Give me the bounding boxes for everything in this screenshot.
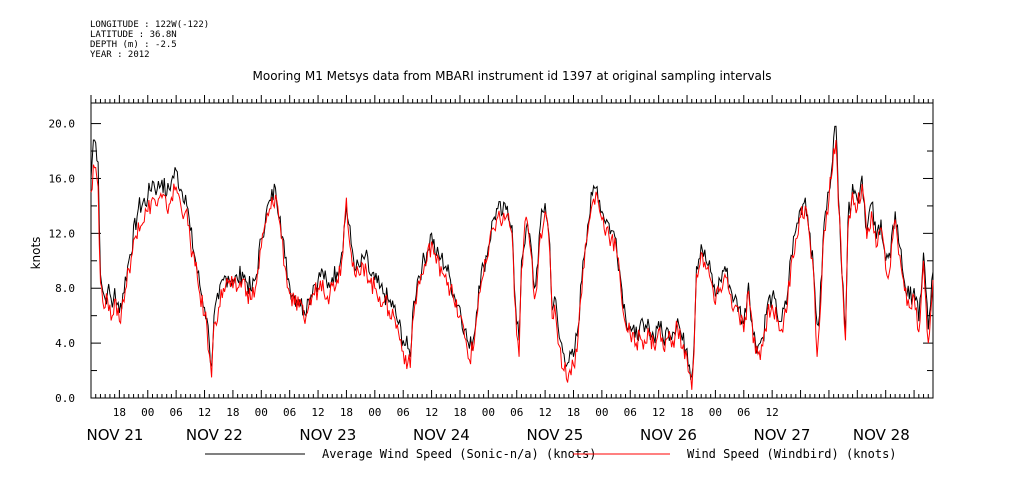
x-hour-label: 00 (595, 406, 608, 419)
x-hour-label: 18 (567, 406, 580, 419)
x-hour-label: 06 (737, 406, 750, 419)
y-tick-label: 8.0 (55, 282, 75, 295)
year-label: YEAR : 2012 (90, 50, 150, 60)
x-hour-label: 00 (368, 406, 381, 419)
y-tick-label: 0.0 (55, 392, 75, 405)
legend-label-windbird: Wind Speed (Windbird) (knots) (687, 447, 897, 461)
x-day-label: NOV 23 (299, 426, 356, 444)
y-axis: 0.0 4.0 8.0 12.0 16.0 20.0 (49, 118, 933, 405)
x-hour-label: 12 (766, 406, 779, 419)
x-hour-label: 18 (226, 406, 239, 419)
x-day-label: NOV 27 (754, 426, 811, 444)
x-hour-label: 12 (425, 406, 438, 419)
longitude-label: LONGITUDE : 122W(-122) (90, 20, 210, 30)
y-axis-label: knots (29, 237, 43, 270)
x-hour-label: 12 (198, 406, 211, 419)
x-day-label: NOV 24 (413, 426, 470, 444)
y-tick-label: 20.0 (49, 118, 76, 131)
series-layer (90, 125, 934, 390)
x-hour-label: 18 (113, 406, 126, 419)
x-hour-label: 18 (453, 406, 466, 419)
x-hour-label: 18 (680, 406, 693, 419)
x-hour-label: 06 (170, 406, 183, 419)
x-hour-label: 12 (311, 406, 324, 419)
series-windbird-wind-speed-line (90, 139, 934, 390)
chart-title: Mooring M1 Metsys data from MBARI instru… (253, 69, 772, 83)
x-day-label: NOV 26 (640, 426, 697, 444)
x-hour-label: 06 (283, 406, 296, 419)
metadata-block: LONGITUDE : 122W(-122) LATITUDE : 36.8N … (90, 20, 209, 60)
x-hour-label: 12 (652, 406, 665, 419)
y-tick-label: 4.0 (55, 337, 75, 350)
x-hour-label: 06 (510, 406, 523, 419)
x-hour-label: 00 (709, 406, 722, 419)
plot-border (90, 102, 934, 399)
x-hour-label: 00 (482, 406, 495, 419)
x-hour-label: 06 (624, 406, 637, 419)
x-day-label: NOV 25 (526, 426, 583, 444)
x-day-label: NOV 21 (87, 426, 144, 444)
legend-label-average: Average Wind Speed (Sonic-n/a) (knots) (322, 447, 597, 461)
depth-label: DEPTH (m) : -2.5 (90, 40, 177, 50)
x-hour-label: 00 (255, 406, 268, 419)
latitude-label: LATITUDE : 36.8N (90, 30, 177, 40)
y-tick-label: 16.0 (49, 172, 76, 185)
legend: Average Wind Speed (Sonic-n/a) (knots) Wi… (205, 447, 897, 461)
x-axis: 18 00 06 12 18 00 06 12 18 00 06 12 18 00 06 12 18 00 06 12… (87, 95, 934, 444)
plot-frame (90, 102, 934, 399)
x-hour-label: 00 (141, 406, 154, 419)
x-hour-label: 12 (538, 406, 551, 419)
x-day-label: NOV 28 (853, 426, 910, 444)
series-average-wind-speed-line (90, 125, 934, 381)
x-hour-label: 18 (340, 406, 353, 419)
x-hour-label: 06 (397, 406, 410, 419)
y-tick-label: 12.0 (49, 227, 76, 240)
x-day-label: NOV 22 (186, 426, 243, 444)
